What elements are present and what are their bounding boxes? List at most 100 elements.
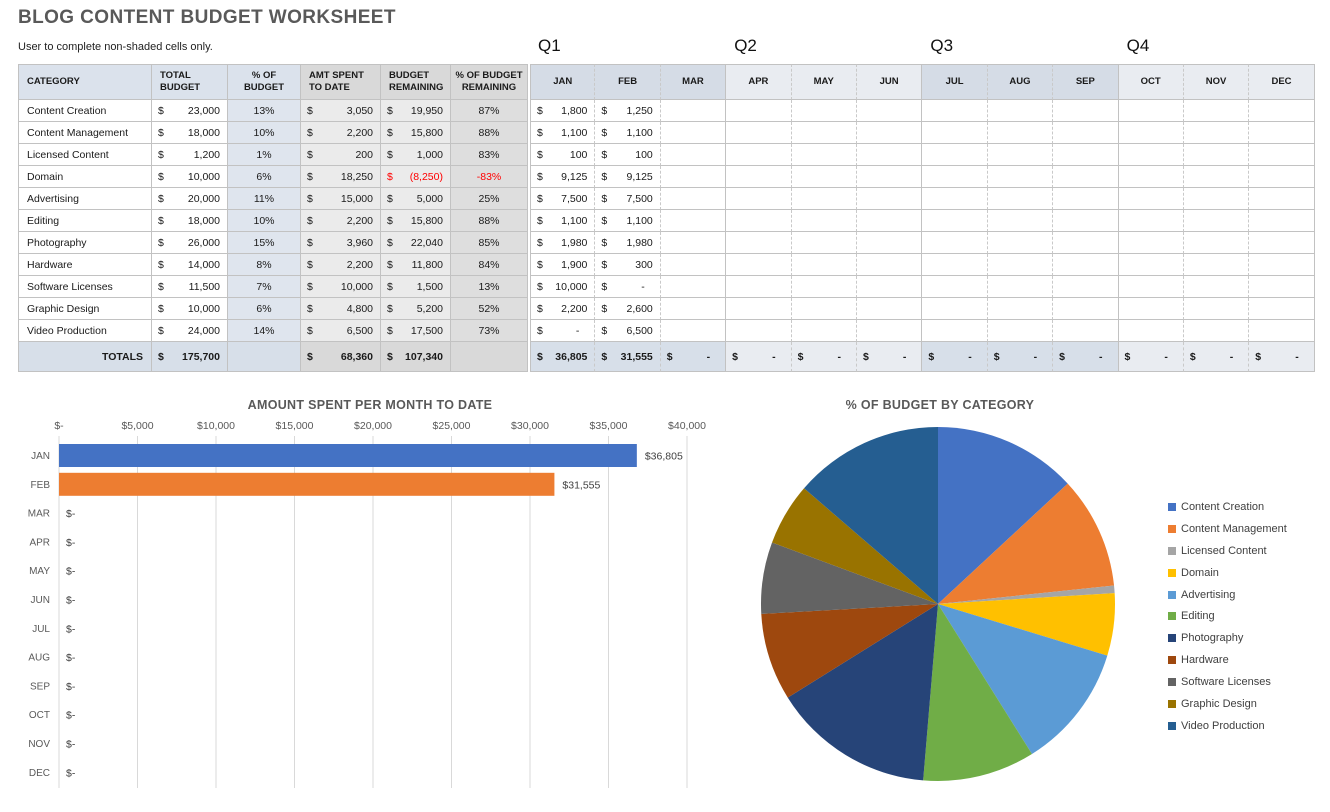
cell-pct-remaining[interactable]: 88% <box>451 210 528 232</box>
cell-amt-spent[interactable]: $4,800 <box>301 298 381 320</box>
cell-month[interactable] <box>1249 320 1315 342</box>
cell-month[interactable] <box>856 166 923 188</box>
cell-month[interactable] <box>987 276 1054 298</box>
cell-month[interactable] <box>726 166 792 188</box>
cell-month[interactable] <box>922 254 988 276</box>
cell-month[interactable] <box>856 122 923 144</box>
cell-month[interactable] <box>1183 166 1250 188</box>
cell-month[interactable] <box>1183 188 1250 210</box>
cell-category[interactable]: Licensed Content <box>18 144 152 166</box>
cell-month[interactable] <box>1118 254 1184 276</box>
cell-month[interactable] <box>1053 298 1119 320</box>
cell-pct-remaining[interactable]: 52% <box>451 298 528 320</box>
cell-pct-remaining[interactable]: 88% <box>451 122 528 144</box>
cell-month[interactable] <box>726 298 792 320</box>
cell-amt-spent[interactable]: $10,000 <box>301 276 381 298</box>
cell-month[interactable] <box>791 298 857 320</box>
cell-amt-spent[interactable]: $3,050 <box>301 100 381 122</box>
cell-month[interactable] <box>856 188 923 210</box>
cell-month[interactable] <box>1118 276 1184 298</box>
cell-month[interactable] <box>922 188 988 210</box>
cell-total-budget[interactable]: $26,000 <box>152 232 228 254</box>
cell-month[interactable] <box>660 320 727 342</box>
cell-category[interactable]: Graphic Design <box>18 298 152 320</box>
cell-pct-remaining[interactable]: 85% <box>451 232 528 254</box>
cell-category[interactable]: Advertising <box>18 188 152 210</box>
cell-pct-remaining[interactable]: 84% <box>451 254 528 276</box>
cell-budget-remaining[interactable]: $5,000 <box>381 188 451 210</box>
cell-month[interactable] <box>1183 298 1250 320</box>
cell-month[interactable]: $300 <box>595 254 661 276</box>
cell-pct-budget[interactable]: 1% <box>228 144 301 166</box>
cell-category[interactable]: Domain <box>18 166 152 188</box>
cell-month[interactable] <box>987 188 1054 210</box>
cell-month[interactable] <box>1118 320 1184 342</box>
cell-month[interactable] <box>1183 254 1250 276</box>
cell-pct-budget[interactable]: 7% <box>228 276 301 298</box>
cell-month[interactable] <box>1118 100 1184 122</box>
cell-month[interactable] <box>1249 144 1315 166</box>
cell-month[interactable]: $10,000 <box>530 276 596 298</box>
cell-month[interactable] <box>987 320 1054 342</box>
cell-pct-remaining[interactable]: 73% <box>451 320 528 342</box>
cell-amt-spent[interactable]: $2,200 <box>301 210 381 232</box>
cell-month[interactable]: $1,980 <box>530 232 596 254</box>
cell-category[interactable]: Video Production <box>18 320 152 342</box>
cell-month[interactable] <box>660 298 727 320</box>
cell-month[interactable] <box>987 232 1054 254</box>
cell-amt-spent[interactable]: $3,960 <box>301 232 381 254</box>
cell-month[interactable]: $1,250 <box>595 100 661 122</box>
cell-month[interactable] <box>856 320 923 342</box>
cell-month[interactable] <box>1053 188 1119 210</box>
cell-amt-spent[interactable]: $2,200 <box>301 122 381 144</box>
cell-month[interactable] <box>922 166 988 188</box>
cell-month[interactable] <box>856 210 923 232</box>
cell-total-budget[interactable]: $11,500 <box>152 276 228 298</box>
cell-month[interactable] <box>1249 122 1315 144</box>
cell-month[interactable] <box>922 122 988 144</box>
cell-total-budget[interactable]: $10,000 <box>152 298 228 320</box>
cell-total-budget[interactable]: $18,000 <box>152 122 228 144</box>
cell-category[interactable]: Content Management <box>18 122 152 144</box>
cell-amt-spent[interactable]: $6,500 <box>301 320 381 342</box>
cell-pct-remaining[interactable]: -83% <box>451 166 528 188</box>
cell-month[interactable]: $7,500 <box>530 188 596 210</box>
cell-month[interactable] <box>1053 100 1119 122</box>
cell-month[interactable]: $9,125 <box>530 166 596 188</box>
cell-month[interactable] <box>660 232 727 254</box>
cell-month[interactable] <box>987 144 1054 166</box>
cell-budget-remaining[interactable]: $1,500 <box>381 276 451 298</box>
cell-month[interactable] <box>1183 232 1250 254</box>
cell-pct-budget[interactable]: 10% <box>228 122 301 144</box>
cell-month[interactable]: $1,100 <box>530 210 596 232</box>
cell-budget-remaining[interactable]: $11,800 <box>381 254 451 276</box>
cell-month[interactable] <box>726 276 792 298</box>
cell-month[interactable]: $6,500 <box>595 320 661 342</box>
cell-month[interactable] <box>987 166 1054 188</box>
cell-month[interactable] <box>922 144 988 166</box>
cell-month[interactable] <box>726 122 792 144</box>
cell-month[interactable] <box>1118 188 1184 210</box>
cell-month[interactable] <box>987 254 1054 276</box>
cell-month[interactable] <box>1249 210 1315 232</box>
cell-month[interactable] <box>660 122 727 144</box>
cell-month[interactable] <box>1249 166 1315 188</box>
cell-month[interactable] <box>791 188 857 210</box>
cell-month[interactable] <box>1053 144 1119 166</box>
cell-total-budget[interactable]: $10,000 <box>152 166 228 188</box>
cell-month[interactable] <box>791 276 857 298</box>
cell-month[interactable] <box>1118 122 1184 144</box>
cell-month[interactable]: $1,100 <box>595 122 661 144</box>
cell-month[interactable]: $9,125 <box>595 166 661 188</box>
cell-month[interactable] <box>1118 298 1184 320</box>
cell-month[interactable] <box>660 210 727 232</box>
cell-total-budget[interactable]: $18,000 <box>152 210 228 232</box>
cell-month[interactable] <box>791 210 857 232</box>
cell-pct-budget[interactable]: 13% <box>228 100 301 122</box>
cell-month[interactable]: $ - <box>595 276 661 298</box>
cell-budget-remaining[interactable]: $ (8,250) <box>381 166 451 188</box>
cell-pct-budget[interactable]: 15% <box>228 232 301 254</box>
cell-month[interactable] <box>791 320 857 342</box>
cell-amt-spent[interactable]: $18,250 <box>301 166 381 188</box>
cell-category[interactable]: Photography <box>18 232 152 254</box>
